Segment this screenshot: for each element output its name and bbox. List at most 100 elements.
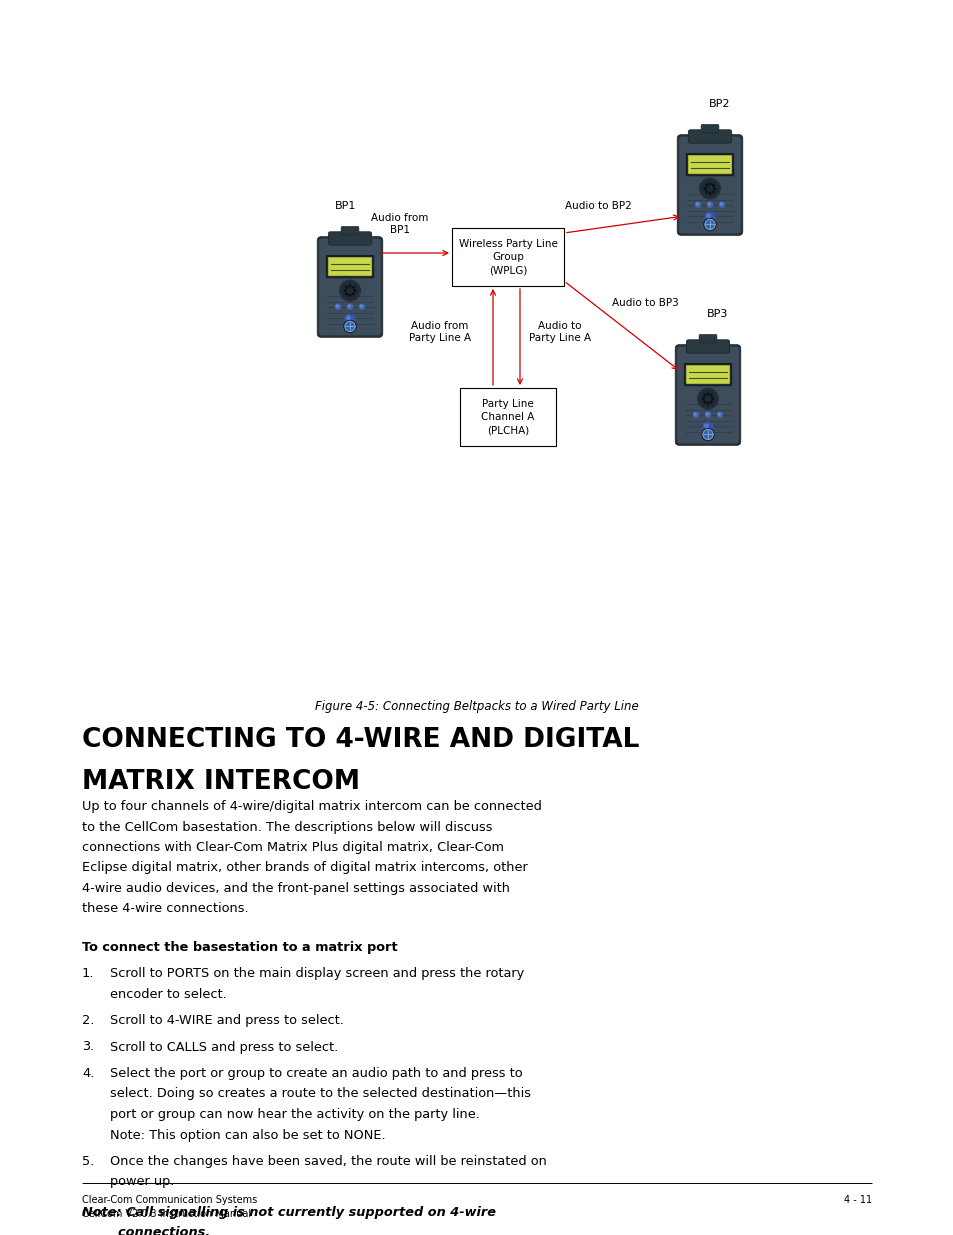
Circle shape (701, 398, 703, 399)
Text: Once the changes have been saved, the route will be reinstated on: Once the changes have been saved, the ro… (110, 1155, 546, 1168)
Circle shape (708, 183, 710, 185)
Circle shape (336, 305, 337, 306)
Circle shape (694, 414, 696, 415)
Circle shape (712, 191, 714, 193)
Text: MATRIX INTERCOM: MATRIX INTERCOM (82, 769, 359, 795)
Circle shape (347, 304, 352, 309)
FancyBboxPatch shape (683, 363, 731, 385)
Circle shape (708, 193, 710, 194)
Text: 5.: 5. (82, 1155, 94, 1168)
Text: to the CellCom basestation. The descriptions below will discuss: to the CellCom basestation. The descript… (82, 820, 492, 834)
Circle shape (720, 203, 721, 205)
Text: Audio from
BP1: Audio from BP1 (371, 212, 428, 235)
Text: Audio from
Party Line A: Audio from Party Line A (409, 321, 471, 343)
Text: 4-wire audio devices, and the front-panel settings associated with: 4-wire audio devices, and the front-pane… (82, 882, 510, 895)
Circle shape (352, 293, 354, 295)
Circle shape (693, 412, 698, 417)
Circle shape (705, 412, 710, 417)
Text: 4 - 11: 4 - 11 (843, 1195, 871, 1205)
Circle shape (711, 398, 713, 399)
Text: Note: Call signalling is not currently supported on 4-wire: Note: Call signalling is not currently s… (82, 1207, 496, 1219)
Text: encoder to select.: encoder to select. (110, 988, 227, 1000)
Circle shape (704, 212, 715, 222)
Circle shape (339, 280, 360, 301)
Text: 3.: 3. (82, 1041, 94, 1053)
Circle shape (342, 283, 357, 299)
Text: To connect the basestation to a matrix port: To connect the basestation to a matrix p… (82, 941, 397, 953)
Circle shape (346, 316, 350, 320)
Circle shape (344, 320, 355, 332)
Text: Party Line
Channel A
(PLCHA): Party Line Channel A (PLCHA) (481, 399, 534, 435)
FancyBboxPatch shape (685, 340, 729, 353)
Circle shape (354, 290, 355, 291)
Circle shape (345, 314, 355, 325)
Circle shape (708, 203, 709, 205)
Circle shape (346, 293, 347, 295)
Text: Select the port or group to create an audio path to and press to: Select the port or group to create an au… (110, 1067, 522, 1079)
FancyBboxPatch shape (675, 345, 740, 446)
FancyBboxPatch shape (699, 335, 716, 343)
Circle shape (345, 321, 355, 331)
Circle shape (710, 394, 711, 396)
Circle shape (703, 394, 705, 396)
Circle shape (719, 203, 723, 207)
Text: BP3: BP3 (706, 309, 728, 319)
Circle shape (349, 294, 351, 296)
Circle shape (707, 203, 712, 207)
Circle shape (705, 191, 707, 193)
Circle shape (701, 180, 717, 196)
Circle shape (713, 188, 715, 189)
Circle shape (348, 305, 350, 306)
FancyBboxPatch shape (328, 257, 372, 275)
FancyBboxPatch shape (676, 346, 739, 443)
Circle shape (697, 388, 718, 409)
Bar (459, 388, 556, 446)
Circle shape (346, 287, 347, 288)
Circle shape (700, 390, 715, 406)
Text: connections with Clear-Com Matrix Plus digital matrix, Clear-Com: connections with Clear-Com Matrix Plus d… (82, 841, 503, 853)
Text: 2.: 2. (82, 1014, 94, 1028)
FancyBboxPatch shape (328, 232, 372, 246)
Circle shape (710, 401, 711, 403)
Circle shape (706, 393, 708, 395)
Circle shape (699, 178, 720, 199)
Text: Scroll to 4-WIRE and press to select.: Scroll to 4-WIRE and press to select. (110, 1014, 343, 1028)
FancyBboxPatch shape (685, 366, 729, 384)
Text: Figure 4-5: Connecting Beltpacks to a Wired Party Line: Figure 4-5: Connecting Beltpacks to a Wi… (314, 700, 639, 713)
Text: select. Doing so creates a route to the selected destination—this: select. Doing so creates a route to the … (110, 1088, 531, 1100)
Text: Audio to
Party Line A: Audio to Party Line A (528, 321, 591, 343)
Circle shape (704, 220, 715, 230)
Text: CONNECTING TO 4-WIRE AND DIGITAL: CONNECTING TO 4-WIRE AND DIGITAL (82, 727, 639, 753)
Circle shape (706, 214, 710, 217)
Circle shape (335, 304, 340, 309)
Text: Wireless Party Line
Group
(WPLG): Wireless Party Line Group (WPLG) (458, 238, 557, 275)
Circle shape (706, 403, 708, 404)
Text: Scroll to CALLS and press to select.: Scroll to CALLS and press to select. (110, 1041, 338, 1053)
Text: BP2: BP2 (708, 99, 730, 109)
Circle shape (705, 414, 707, 415)
Circle shape (344, 290, 346, 291)
Circle shape (705, 184, 707, 186)
Text: Eclipse digital matrix, other brands of digital matrix intercoms, other: Eclipse digital matrix, other brands of … (82, 862, 527, 874)
Circle shape (718, 414, 720, 415)
Circle shape (702, 422, 712, 432)
Text: Audio to BP3: Audio to BP3 (612, 298, 679, 308)
Circle shape (712, 184, 714, 186)
Circle shape (703, 401, 705, 403)
Circle shape (695, 203, 700, 207)
Circle shape (352, 287, 354, 288)
Circle shape (696, 203, 698, 205)
Circle shape (701, 429, 714, 441)
FancyBboxPatch shape (678, 136, 740, 233)
Text: power up.: power up. (110, 1176, 174, 1188)
Text: Audio to BP2: Audio to BP2 (564, 201, 631, 211)
Circle shape (359, 304, 364, 309)
Text: Clear-Com Communication Systems: Clear-Com Communication Systems (82, 1195, 257, 1205)
Text: these 4-wire connections.: these 4-wire connections. (82, 903, 249, 915)
Text: BP1: BP1 (335, 201, 356, 211)
FancyBboxPatch shape (326, 256, 374, 278)
FancyBboxPatch shape (685, 153, 733, 175)
FancyBboxPatch shape (700, 125, 719, 133)
Circle shape (349, 285, 351, 287)
FancyBboxPatch shape (316, 237, 382, 337)
